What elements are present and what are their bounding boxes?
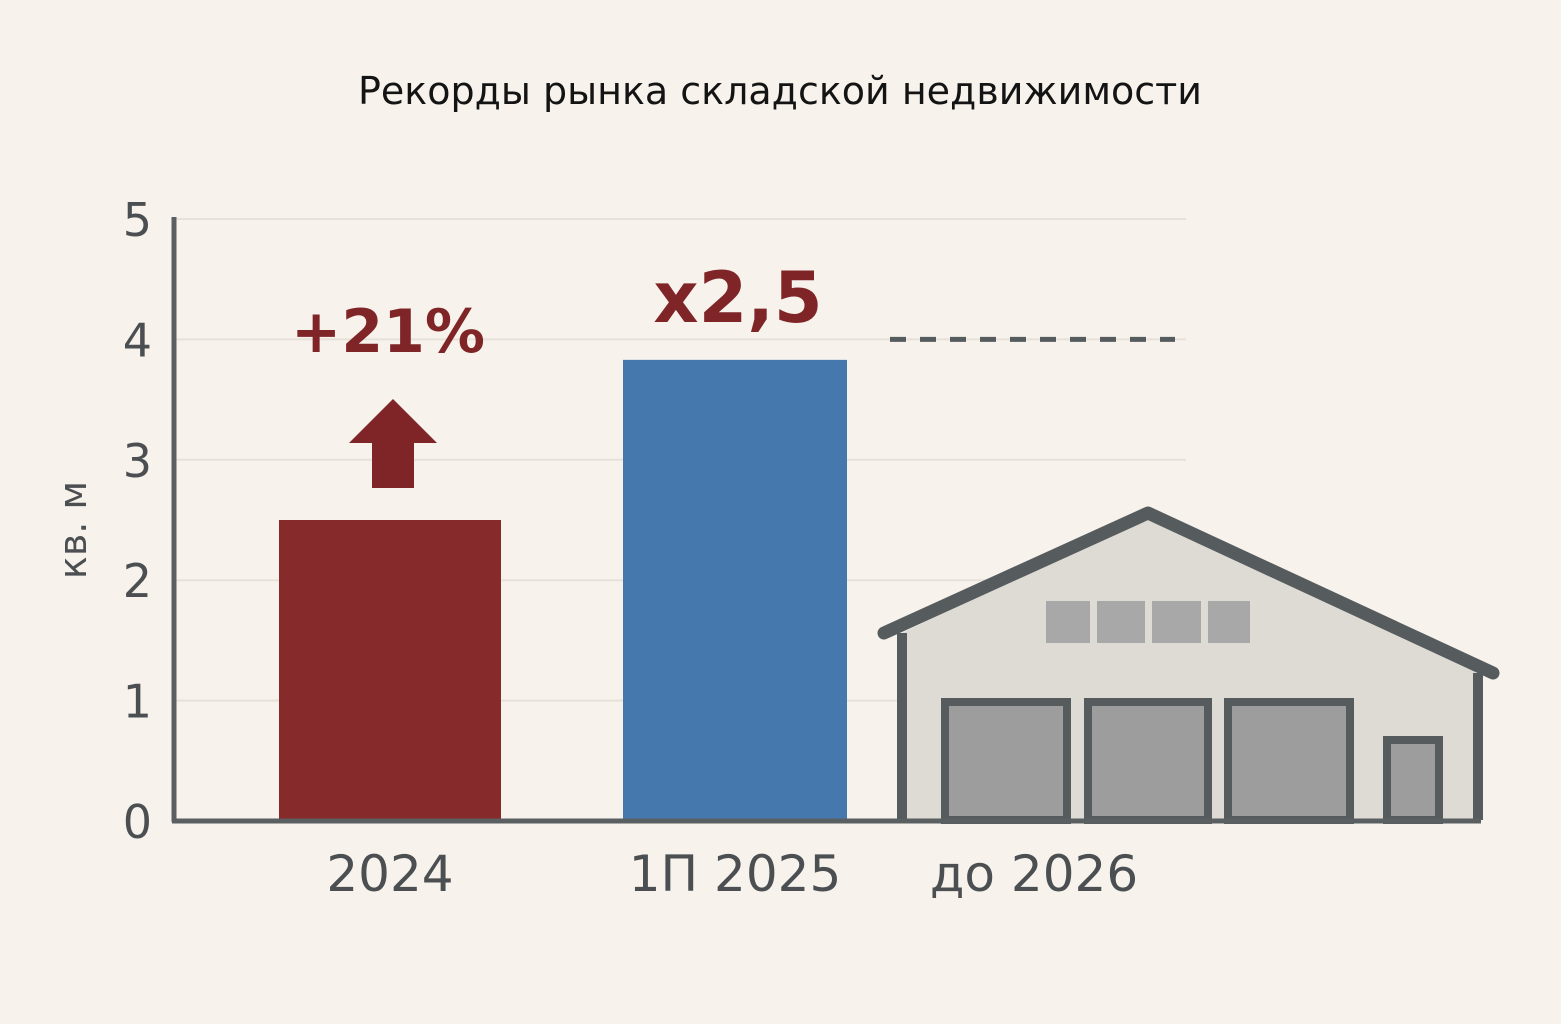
x-tick-label: до 2026: [930, 845, 1138, 903]
y-tick-label: 1: [123, 675, 152, 729]
bars: [279, 359, 847, 821]
x-tick-labels: 2024 1П 2025 до 2026: [326, 845, 1138, 903]
chart-title: Рекорды рынка складской недвижимости: [358, 69, 1202, 113]
up-arrow-icon: [349, 399, 437, 488]
y-tick-label: 3: [123, 434, 152, 488]
y-tick-label: 5: [123, 193, 152, 247]
warehouse-icon: [877, 506, 1500, 824]
bar-1П-2025: [623, 359, 847, 821]
y-tick-label: 4: [123, 313, 152, 367]
y-axis-label: кв. м: [51, 481, 95, 579]
y-tick-label: 2: [123, 554, 152, 608]
annotation-multiplier: x2,5: [653, 257, 822, 339]
x-tick-label: 2024: [326, 845, 453, 903]
annotation-growth: +21%: [291, 297, 485, 367]
bar-2024: [279, 520, 501, 821]
y-tick-labels: 0 1 2 3 4 5: [123, 193, 152, 849]
y-tick-label: 0: [123, 795, 152, 849]
x-tick-label: 1П 2025: [629, 845, 842, 903]
